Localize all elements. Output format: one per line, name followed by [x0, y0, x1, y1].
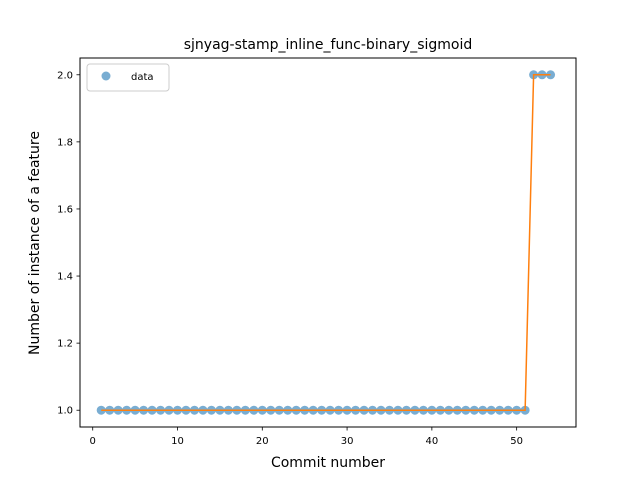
x-tick-label: 40: [425, 436, 438, 447]
x-tick-label: 20: [256, 436, 269, 447]
y-tick-label: 1.4: [57, 272, 73, 283]
y-tick-label: 1.2: [57, 339, 73, 350]
axes-frame: [79, 57, 577, 428]
x-axis: 0 10 20 30 40 50: [90, 427, 523, 447]
y-axis: 1.0 1.2 1.4 1.6 1.8 2.0: [57, 70, 80, 417]
legend: data: [86, 63, 170, 92]
fit-line: [101, 74, 551, 411]
y-tick-label: 1.6: [57, 204, 73, 215]
legend-entry-data: data: [131, 72, 154, 83]
chart-title: sjnyag-stamp_inline_func-binary_sigmoid: [184, 37, 473, 53]
x-tick-label: 0: [90, 436, 96, 447]
y-tick-label: 1.8: [57, 137, 73, 148]
y-axis-label: Number of instance of a feature: [27, 131, 43, 355]
legend-marker: [101, 71, 111, 81]
x-tick-label: 30: [341, 436, 354, 447]
x-tick-label: 10: [171, 436, 184, 447]
y-tick-label: 1.0: [57, 406, 73, 417]
x-tick-label: 50: [510, 436, 523, 447]
legend-box: [86, 63, 170, 92]
plot-area: [96, 70, 556, 415]
y-tick-label: 2.0: [57, 70, 73, 81]
x-axis-label: Commit number: [271, 455, 385, 471]
